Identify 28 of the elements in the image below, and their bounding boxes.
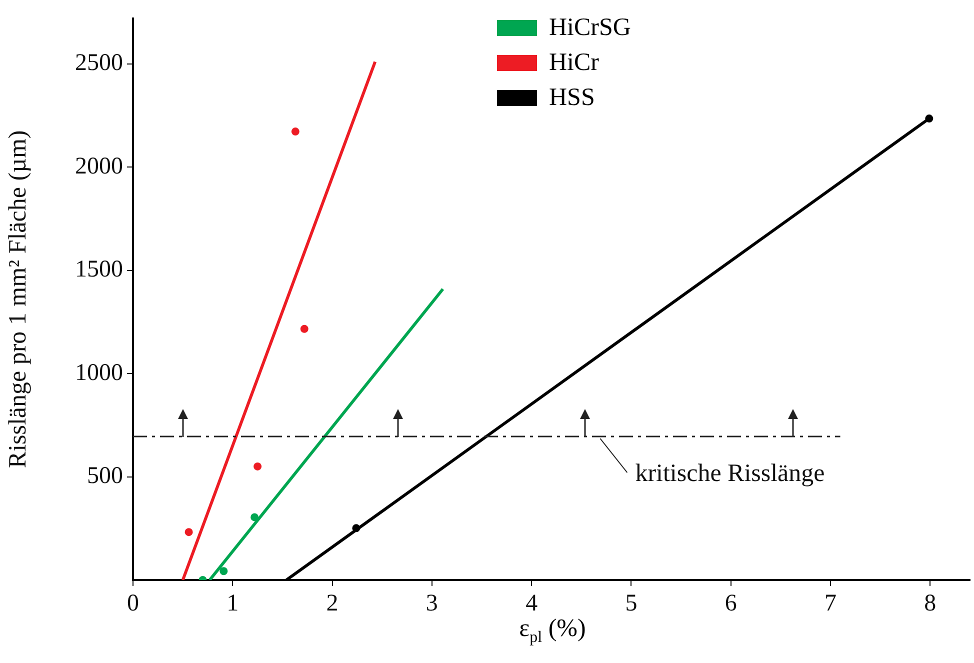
- x-tick-label: 2: [326, 590, 338, 617]
- x-tick-label: 5: [625, 590, 638, 617]
- y-tick-label: 500: [87, 463, 123, 490]
- y-axis-title: Risslänge pro 1 mm² Fläche (µm): [4, 130, 32, 468]
- x-tick-label: 4: [526, 590, 538, 617]
- point: [220, 567, 228, 576]
- x-tick-label: 3: [426, 590, 438, 617]
- point: [352, 524, 360, 532]
- point: [300, 324, 308, 333]
- point: [250, 513, 259, 522]
- y-tick-label: 2000: [75, 153, 123, 180]
- y-tick-label: 1000: [75, 360, 123, 386]
- point: [925, 114, 934, 123]
- legend-label: HiCrSG: [549, 14, 631, 42]
- x-tick-label: 0: [127, 590, 139, 617]
- y-tick-label: 1500: [75, 256, 123, 283]
- ref-line-label: kritische Risslänge: [635, 460, 825, 488]
- x-tick-label: 1: [226, 590, 239, 617]
- legend-label: HiCr: [549, 48, 599, 76]
- y-tick-label: 2500: [75, 50, 123, 76]
- x-tick-label: 6: [724, 590, 737, 617]
- legend-label: HSS: [549, 84, 595, 112]
- x-tick-label: 8: [924, 590, 936, 617]
- x-axis-title: ε$_{pl}$ (%): [518, 615, 587, 647]
- point: [254, 462, 262, 470]
- point: [291, 128, 300, 136]
- point: [184, 528, 193, 536]
- x-tick-label: 7: [824, 590, 836, 617]
